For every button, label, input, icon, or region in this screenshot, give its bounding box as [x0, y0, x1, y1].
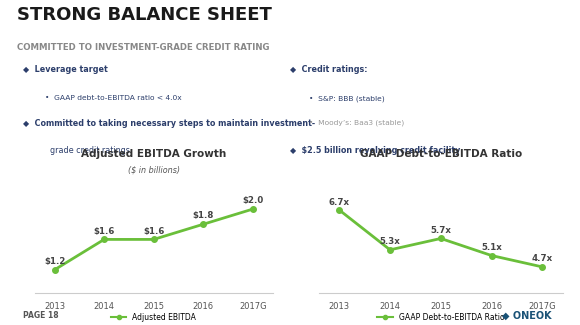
Text: COMMITTED TO INVESTMENT-GRADE CREDIT RATING: COMMITTED TO INVESTMENT-GRADE CREDIT RAT… [17, 43, 270, 52]
Text: $1.6: $1.6 [143, 227, 164, 236]
Text: ◆  Credit ratings:: ◆ Credit ratings: [290, 65, 368, 74]
Text: PAGE 18: PAGE 18 [23, 311, 59, 320]
Text: 5.3x: 5.3x [380, 238, 400, 246]
Text: ◆ ONEOK: ◆ ONEOK [502, 311, 552, 321]
Text: 4.7x: 4.7x [532, 254, 553, 264]
Title: GAAP Debt-to-EBITDA Ratio: GAAP Debt-to-EBITDA Ratio [360, 149, 522, 159]
Text: ◆  $2.5 billion revolving credit facility: ◆ $2.5 billion revolving credit facility [290, 146, 461, 155]
Text: $1.8: $1.8 [193, 212, 214, 220]
Text: $1.6: $1.6 [93, 227, 115, 236]
Text: $1.2: $1.2 [44, 257, 66, 266]
Text: •  S&P: BBB (stable): • S&P: BBB (stable) [309, 96, 385, 102]
Text: ◆  Leverage target: ◆ Leverage target [23, 65, 108, 74]
Title: Adjusted EBITDA Growth: Adjusted EBITDA Growth [81, 149, 226, 159]
Text: •  Moody’s: Baa3 (stable): • Moody’s: Baa3 (stable) [309, 120, 404, 126]
Text: ($ in billions): ($ in billions) [128, 166, 180, 175]
Text: 5.7x: 5.7x [430, 226, 451, 235]
Text: 6.7x: 6.7x [329, 198, 350, 207]
Text: •  GAAP debt-to-EBITDA ratio < 4.0x: • GAAP debt-to-EBITDA ratio < 4.0x [45, 96, 182, 101]
Legend: GAAP Debt-to-EBITDA Ratio: GAAP Debt-to-EBITDA Ratio [374, 310, 508, 325]
Text: ◆  Committed to taking necessary steps to maintain investment-: ◆ Committed to taking necessary steps to… [23, 120, 315, 128]
Text: grade credit ratings: grade credit ratings [50, 146, 130, 155]
Legend: Adjusted EBITDA: Adjusted EBITDA [108, 310, 200, 325]
Text: $2.0: $2.0 [242, 196, 263, 205]
Text: 5.1x: 5.1x [481, 243, 502, 252]
Text: STRONG BALANCE SHEET: STRONG BALANCE SHEET [17, 6, 272, 24]
